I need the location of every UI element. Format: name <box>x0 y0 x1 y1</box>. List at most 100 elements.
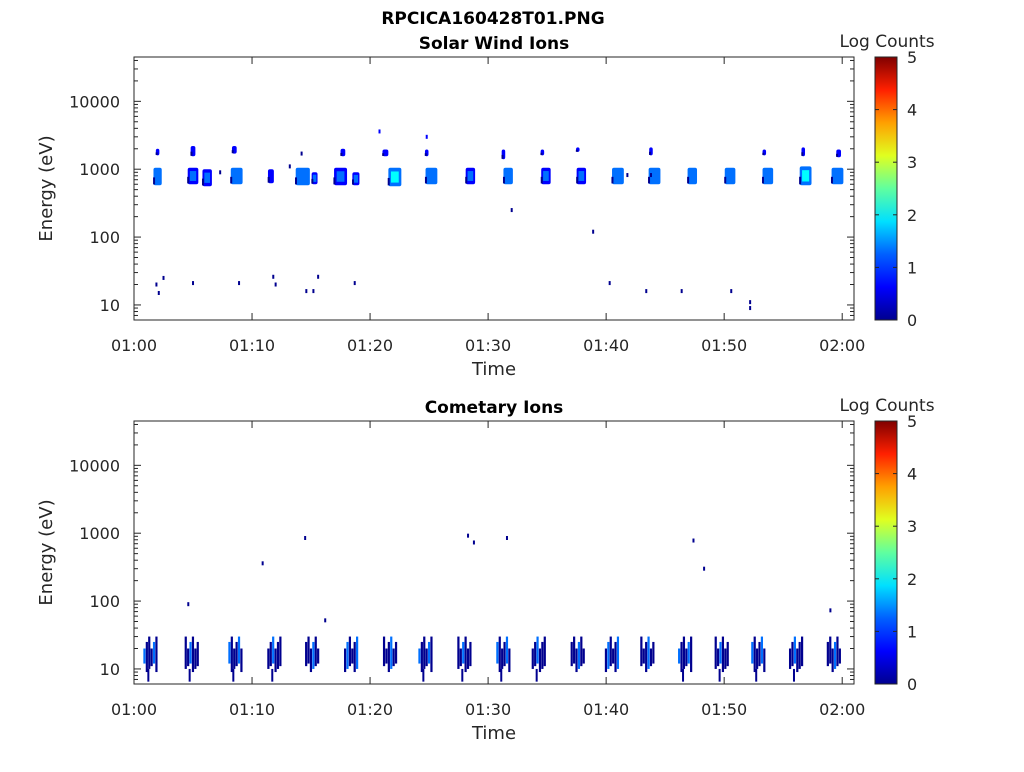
data-dot <box>749 300 752 305</box>
data-burst <box>189 641 192 664</box>
colorbar-tick-label: 0 <box>907 311 917 330</box>
data-blob-edge <box>311 178 314 184</box>
x-tick-label: 01:10 <box>229 700 275 719</box>
y-axis: 10 100 1000 10000 Energy (eV) <box>36 423 854 685</box>
data-burst <box>793 636 796 664</box>
data-burst <box>498 636 501 673</box>
data-burst-tail <box>682 668 685 682</box>
y-axis-label: Energy (eV) <box>36 135 57 241</box>
data-burst <box>191 636 195 673</box>
data-burst <box>194 648 197 669</box>
data-blob-edge <box>231 150 234 154</box>
data-burst <box>680 641 683 673</box>
data-dot <box>187 602 190 607</box>
data-dot <box>312 289 315 294</box>
data-burst <box>394 641 398 664</box>
data-burst <box>430 636 433 673</box>
data-burst <box>307 636 310 664</box>
data-blob-edge <box>801 152 804 156</box>
data-burst <box>501 648 504 669</box>
x-tick-label: 01:20 <box>347 336 393 355</box>
data-burst-tail <box>535 668 538 682</box>
data-blob-edge <box>190 151 193 156</box>
y-axis: 10 100 1000 10000 Energy (eV) <box>36 59 854 321</box>
data-dot <box>324 618 327 623</box>
data-dot <box>730 289 733 294</box>
data-burst <box>531 648 534 669</box>
data-blob-core <box>726 171 734 181</box>
x-axis-label: Time <box>471 723 516 744</box>
data-burst <box>143 648 146 664</box>
y-axis-label: Energy (eV) <box>36 499 57 605</box>
data-dot <box>608 281 611 286</box>
data-burst <box>240 648 243 673</box>
data-blob-core <box>312 174 317 182</box>
data-burst <box>314 636 317 667</box>
data-blob-edge <box>540 176 543 184</box>
data-burst <box>614 641 617 673</box>
data-burst <box>582 648 585 664</box>
data-burst <box>612 648 615 664</box>
data-burst <box>390 636 393 669</box>
data-dot <box>467 533 470 538</box>
data-blob-core <box>383 150 388 155</box>
data-dot <box>425 134 428 139</box>
data-burst <box>649 648 653 667</box>
data-burst <box>796 648 799 673</box>
panel-title: Cometary Ions <box>425 398 564 418</box>
data-dot <box>274 282 277 287</box>
data-blob-edge <box>576 176 579 184</box>
data-burst <box>609 636 612 667</box>
data-blob-core <box>191 148 195 155</box>
data-blob-core <box>156 150 159 155</box>
data-burst <box>425 648 428 667</box>
data-burst-tail <box>232 668 235 682</box>
data-burst-tail <box>147 668 150 682</box>
x-tick-label: 01:40 <box>583 700 629 719</box>
data-blob-core <box>189 171 197 181</box>
colorbar-tick-label: 0 <box>907 675 917 694</box>
data-dot <box>626 173 629 178</box>
data-dot <box>304 535 307 540</box>
data-burst <box>570 641 573 667</box>
x-tick-label: 01:50 <box>701 700 747 719</box>
data-blob-edge <box>465 176 468 184</box>
data-burst <box>469 641 472 667</box>
data-blob-core <box>341 150 345 155</box>
x-axis: 01:00 01:10 01:20 01:30 01:40 01:50 02:00 Time <box>111 421 865 744</box>
data-blob-edge <box>352 179 355 185</box>
data-blob-edge <box>761 176 764 184</box>
data-burst <box>573 636 576 664</box>
data-burst <box>505 636 509 664</box>
data-dot <box>192 281 195 286</box>
data-dot <box>272 274 275 279</box>
data-burst <box>279 636 282 667</box>
data-blob-edge <box>424 153 427 156</box>
data-blob-edge <box>540 152 543 156</box>
data-blob-core <box>336 171 345 182</box>
data-blob-edge <box>382 153 385 156</box>
data-burst <box>152 641 156 664</box>
data-burst-tail <box>718 668 721 682</box>
data-burst <box>726 641 729 667</box>
data-burst <box>541 641 544 669</box>
data-burst <box>237 636 241 664</box>
data-dot <box>155 282 158 287</box>
data-burst <box>645 641 648 673</box>
colorbar-tick-label: 5 <box>907 412 917 431</box>
data-burst <box>267 648 270 669</box>
data-blob-core <box>614 171 622 181</box>
data-burst <box>230 636 233 673</box>
y-tick-label: 10 <box>100 296 120 315</box>
data-burst <box>272 636 275 664</box>
data-burst <box>575 648 578 673</box>
colorbar-gradient <box>874 420 898 685</box>
data-burst <box>353 641 356 673</box>
data-blob-edge <box>294 177 297 185</box>
data-dot <box>472 540 475 545</box>
data-burst <box>351 648 354 664</box>
data-burst <box>309 648 313 673</box>
